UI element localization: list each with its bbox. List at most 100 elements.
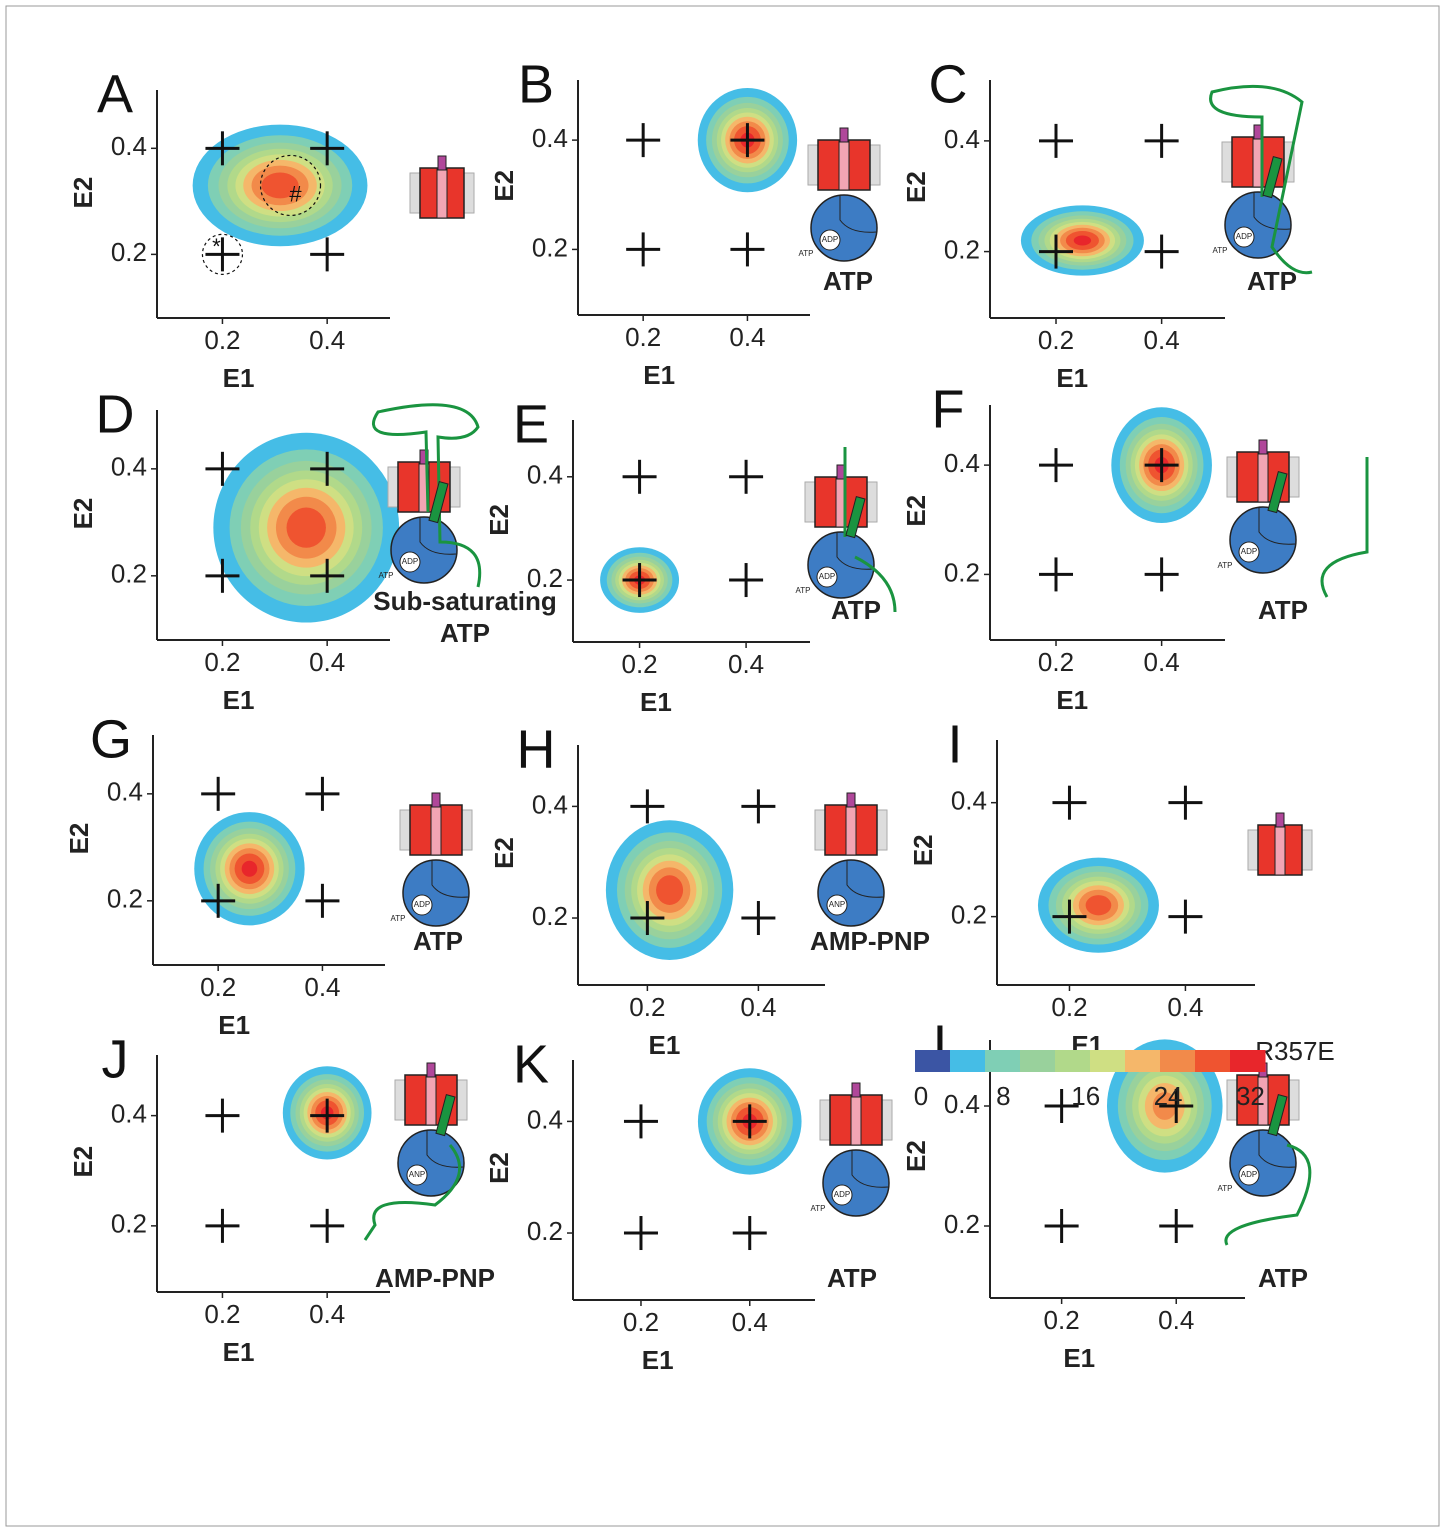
panel-label: F — [932, 379, 965, 439]
y-tick-label: 0.2 — [532, 901, 568, 931]
nucleotide-label: ADP — [834, 1190, 850, 1199]
y-axis-label: E2 — [901, 495, 931, 527]
gate — [1276, 813, 1284, 827]
density-contour — [1074, 236, 1091, 246]
x-tick-label: 0.4 — [1144, 325, 1180, 355]
y-tick-label: 0.2 — [111, 1209, 147, 1239]
y-tick-label: 0.2 — [527, 1216, 563, 1246]
density-contour — [287, 508, 326, 548]
pore — [437, 168, 447, 218]
density-contour — [1086, 895, 1112, 915]
y-axis-label: E2 — [484, 504, 514, 536]
condition-label: ATP — [440, 618, 490, 648]
gate — [840, 128, 848, 142]
pore — [839, 140, 849, 190]
colorbar-segment — [1020, 1050, 1056, 1072]
nbd — [818, 860, 884, 926]
density-contour — [656, 875, 683, 905]
nucleotide-label: ADP — [1236, 232, 1252, 241]
colorbar-segment — [985, 1050, 1021, 1072]
figure: 0.20.40.20.4E1E2A*#0.20.40.20.4E1E2BADPA… — [0, 0, 1445, 1532]
condition-label: ATP — [831, 595, 881, 625]
x-tick-label: 0.2 — [204, 647, 240, 677]
nbd — [823, 1150, 889, 1216]
x-tick-label: 0.4 — [304, 972, 340, 1002]
colorbar-tick-label: 24 — [1154, 1081, 1183, 1111]
panel-label: A — [97, 64, 133, 124]
pore — [431, 805, 441, 855]
nucleotide-label: ANP — [829, 900, 845, 909]
mutation-label: R357E — [1255, 1036, 1335, 1066]
panel-label: K — [513, 1034, 549, 1094]
y-tick-label: 0.4 — [532, 123, 568, 153]
colorbar-segment — [950, 1050, 986, 1072]
panel-label: H — [517, 719, 556, 779]
pore — [1258, 452, 1268, 502]
substrate — [1322, 457, 1367, 597]
panel-label: B — [518, 54, 554, 114]
y-tick-label: 0.4 — [111, 452, 147, 482]
colorbar-tick-label: 16 — [1071, 1081, 1100, 1111]
y-tick-label: 0.2 — [111, 237, 147, 267]
x-tick-label: 0.2 — [623, 1307, 659, 1337]
condition-label: ATP — [413, 926, 463, 956]
x-tick-label: 0.2 — [629, 992, 665, 1022]
panel-label: C — [929, 54, 968, 114]
y-tick-label: 0.4 — [944, 124, 980, 154]
y-axis-label: E2 — [68, 498, 98, 530]
condition-label: ATP — [1258, 1263, 1308, 1293]
x-axis-label: E1 — [1063, 1343, 1095, 1373]
y-tick-label: 0.2 — [111, 559, 147, 589]
y-tick-label: 0.2 — [107, 884, 143, 914]
y-tick-label: 0.4 — [951, 786, 987, 816]
gate — [852, 1083, 860, 1097]
nbd — [808, 532, 874, 598]
gate — [1259, 440, 1267, 454]
nucleotide-label: ADP — [402, 557, 418, 566]
x-tick-label: 0.4 — [1158, 1305, 1194, 1335]
gate — [427, 1063, 435, 1077]
y-axis-label: E2 — [68, 177, 98, 209]
condition-label: AMP-PNP — [375, 1263, 495, 1293]
colorbar-segment — [1195, 1050, 1231, 1072]
x-axis-label: E1 — [1056, 363, 1088, 393]
nucleotide-label: ATP — [796, 586, 811, 595]
y-tick-label: 0.4 — [111, 131, 147, 161]
colorbar-segment — [1090, 1050, 1126, 1072]
x-tick-label: 0.4 — [309, 325, 345, 355]
y-tick-label: 0.4 — [944, 448, 980, 478]
nucleotide-label: ATP — [391, 914, 406, 923]
nbd — [1230, 1130, 1296, 1196]
x-axis-label: E1 — [1056, 685, 1088, 715]
page: {"chart_data": [ {"type":"contour","labe… — [0, 0, 1445, 1537]
colorbar-segment — [1230, 1050, 1266, 1072]
x-tick-label: 0.4 — [732, 1307, 768, 1337]
x-axis-label: E1 — [223, 685, 255, 715]
x-tick-label: 0.2 — [1038, 325, 1074, 355]
nucleotide-label: ATP — [379, 571, 394, 580]
panel-label: D — [96, 384, 135, 444]
x-tick-label: 0.2 — [1044, 1305, 1080, 1335]
x-axis-label: E1 — [649, 1030, 681, 1060]
nucleotide-label: ATP — [1218, 1184, 1233, 1193]
y-tick-label: 0.4 — [527, 460, 563, 490]
x-tick-label: 0.2 — [200, 972, 236, 1002]
x-tick-label: 0.4 — [728, 649, 764, 679]
condition-label: ATP — [823, 266, 873, 296]
y-tick-label: 0.4 — [532, 789, 568, 819]
x-tick-label: 0.2 — [1051, 992, 1087, 1022]
y-axis-label: E2 — [489, 170, 519, 202]
x-tick-label: 0.2 — [1038, 647, 1074, 677]
nucleotide-label: ADP — [822, 235, 838, 244]
x-tick-label: 0.2 — [204, 1299, 240, 1329]
y-axis-label: E2 — [901, 171, 931, 203]
x-tick-label: 0.2 — [204, 325, 240, 355]
pore — [1275, 825, 1285, 875]
y-tick-label: 0.2 — [951, 900, 987, 930]
panel-label: J — [102, 1029, 129, 1089]
condition-label: ATP — [1258, 595, 1308, 625]
colorbar-tick-label: 32 — [1236, 1081, 1265, 1111]
condition-label: ATP — [827, 1263, 877, 1293]
panel-label: E — [513, 394, 549, 454]
annotation: * — [212, 234, 221, 259]
